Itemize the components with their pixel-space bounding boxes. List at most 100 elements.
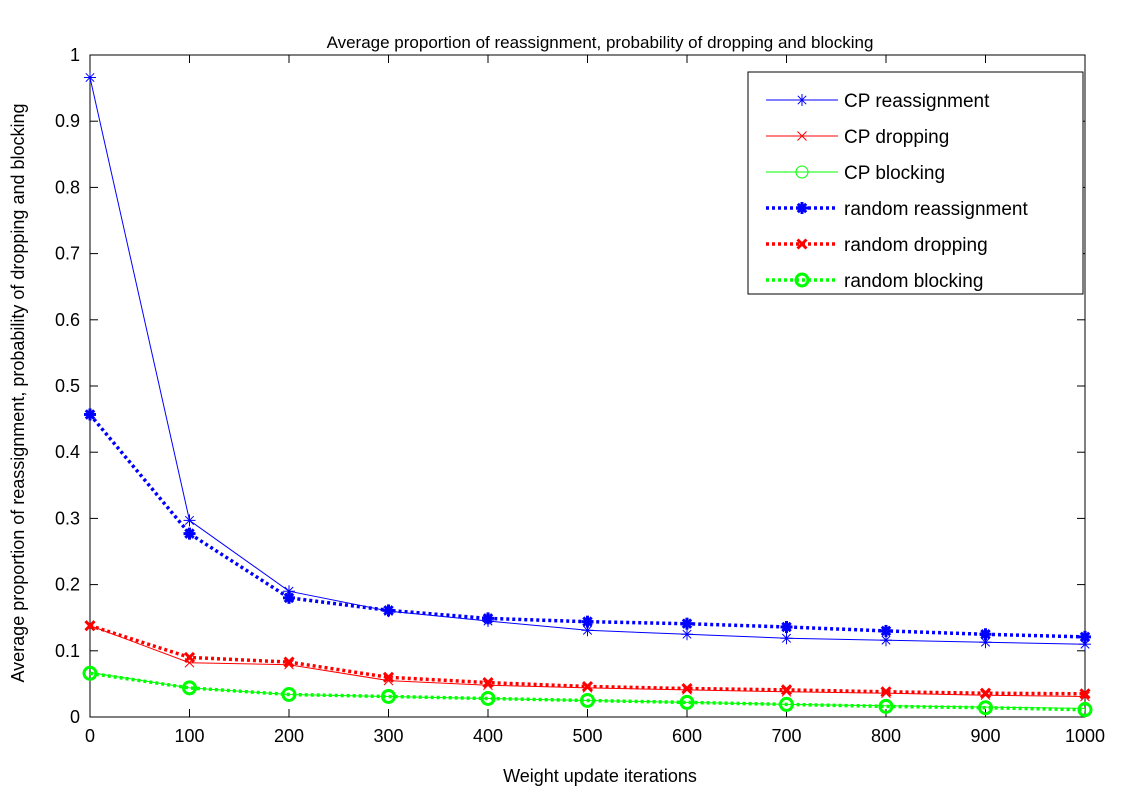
data-point: [880, 686, 892, 698]
data-point: [979, 628, 992, 641]
data-point: [381, 688, 396, 704]
legend-swatch-marker: [796, 202, 808, 214]
marker-stroke: [1079, 631, 1091, 643]
data-point: [580, 692, 595, 708]
marker-circle: [878, 698, 894, 714]
marker-stroke: [582, 616, 593, 627]
data-point: [1079, 688, 1091, 700]
marker-stroke: [681, 682, 693, 695]
legend-label: random reassignment: [844, 199, 1028, 220]
marker-stroke: [1080, 691, 1090, 702]
y-tick-label: 0.3: [55, 508, 80, 528]
marker-stroke: [482, 677, 494, 689]
y-tick-label: 0.1: [55, 641, 80, 661]
legend-swatch-marker: [797, 131, 807, 141]
marker-stroke: [781, 621, 792, 633]
data-point: [978, 700, 993, 716]
data-point: [183, 651, 196, 663]
y-tick-label: 0.8: [55, 177, 80, 197]
marker-stroke: [780, 684, 793, 696]
marker-circle: [795, 165, 809, 179]
legend: CP reassignment CP dropping CP blocking ran…: [747, 71, 1084, 295]
marker-circle: [182, 680, 197, 696]
marker-stroke: [682, 629, 692, 639]
marker-stroke: [979, 687, 992, 699]
x-tick-label: 700: [771, 726, 801, 746]
x-axis-label: Weight update iterations: [503, 766, 697, 786]
data-point: [480, 690, 496, 706]
data-point: [183, 527, 196, 540]
x-tick-label: 600: [672, 726, 702, 746]
x-tick-label: 1000: [1065, 726, 1105, 746]
marker-stroke: [482, 613, 494, 624]
data-point: [1079, 630, 1091, 643]
legend-label: random blocking: [844, 271, 983, 292]
marker-stroke: [880, 686, 892, 698]
data-point: [283, 591, 295, 604]
data-point: [581, 615, 594, 628]
marker-stroke: [1079, 688, 1091, 700]
x-tick-label: 300: [373, 726, 403, 746]
marker-stroke: [581, 680, 594, 693]
legend-swatch-marker: [796, 94, 808, 106]
y-tick-label: 0: [70, 707, 80, 727]
data-point: [780, 620, 793, 633]
data-point: [84, 620, 96, 632]
legend-label: CP blocking: [844, 163, 945, 184]
y-tick-label: 1: [70, 45, 80, 65]
y-tick-label: 0.6: [55, 310, 80, 330]
marker-circle: [480, 690, 496, 706]
data-point: [581, 680, 594, 693]
data-point: [878, 698, 894, 714]
data-point: [880, 624, 892, 637]
series-line-5: [89, 671, 1086, 712]
marker-stroke: [797, 95, 807, 105]
y-axis-label: Average proportion of reassignment, prob…: [8, 103, 28, 682]
x-tick-label: 500: [572, 726, 602, 746]
data-point: [979, 687, 992, 699]
series-line-3: [88, 413, 1086, 639]
marker-stroke: [383, 605, 394, 616]
data-point: [681, 628, 693, 641]
marker-stroke: [980, 628, 991, 640]
marker-stroke: [681, 618, 693, 629]
y-tick-label: 0.9: [55, 111, 80, 131]
x-tick-label: 100: [174, 726, 204, 746]
marker-circle: [978, 700, 993, 716]
marker-stroke: [781, 633, 792, 643]
x-tick-label: 400: [473, 726, 503, 746]
y-tick-label: 0.5: [55, 376, 80, 396]
legend-swatch-marker: [795, 165, 809, 179]
data-point: [779, 696, 794, 712]
data-point: [681, 682, 693, 695]
marker-stroke: [797, 131, 807, 141]
legend-label: CP dropping: [844, 127, 949, 148]
marker-stroke: [881, 635, 891, 645]
legend-label: random dropping: [844, 235, 988, 256]
marker-stroke: [880, 625, 892, 637]
legend-box: [747, 71, 1084, 295]
legend-label: CP reassignment: [844, 91, 990, 112]
marker-stroke: [84, 620, 96, 632]
marker-stroke: [796, 238, 808, 250]
marker-stroke: [483, 680, 493, 691]
marker-stroke: [980, 637, 991, 647]
chart-title: Average proportion of reassignment, prob…: [327, 33, 874, 52]
marker-circle: [281, 686, 297, 702]
marker-circle: [580, 692, 595, 708]
data-point: [1077, 702, 1093, 718]
data-point: [382, 604, 395, 617]
data-point: [681, 617, 693, 630]
data-point: [679, 694, 695, 710]
marker-stroke: [582, 625, 593, 635]
data-point: [482, 612, 494, 625]
marker-stroke: [84, 409, 96, 420]
x-tick-label: 0: [85, 726, 95, 746]
marker-stroke: [85, 72, 95, 83]
marker-stroke: [382, 671, 395, 683]
marker-stroke: [183, 651, 196, 663]
data-point: [281, 686, 297, 702]
y-tick-label: 0.4: [55, 442, 80, 462]
